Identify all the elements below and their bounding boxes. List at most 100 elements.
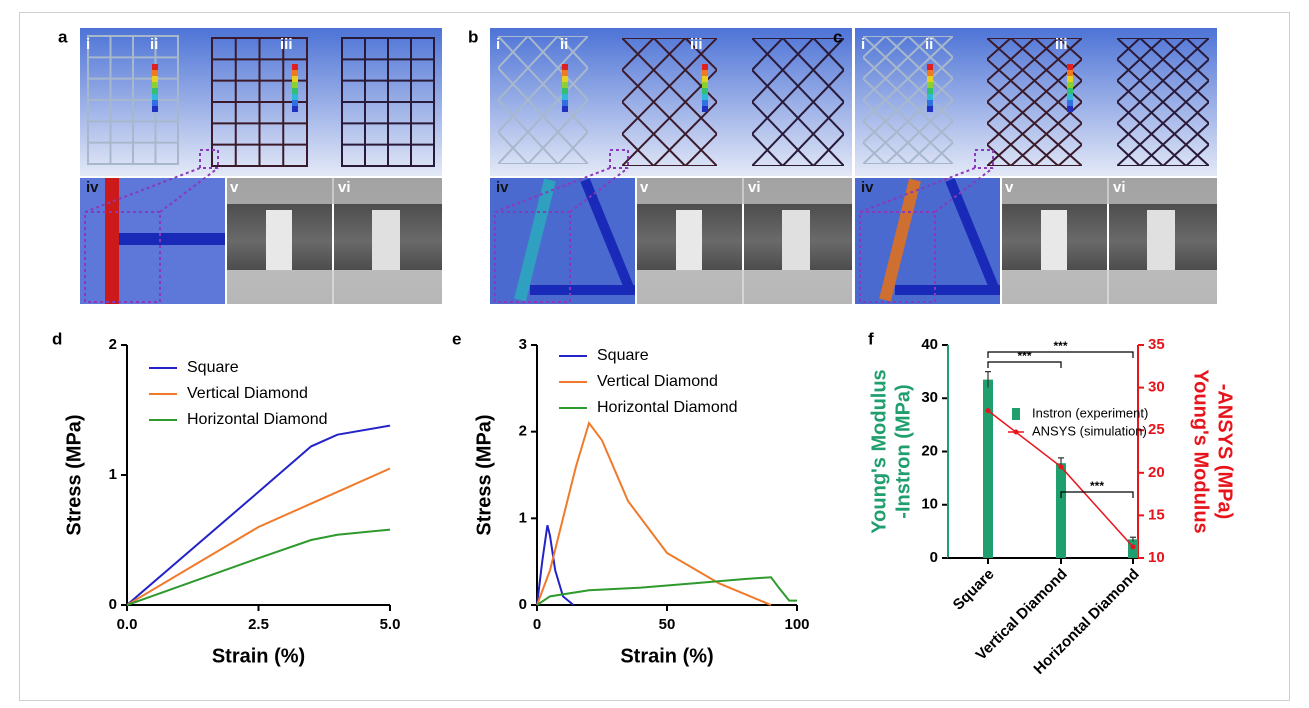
color-scale	[1067, 76, 1073, 82]
panel-label: c	[833, 27, 842, 46]
bar	[1056, 463, 1066, 558]
y-tick-label: 35	[1148, 336, 1165, 353]
grip	[637, 270, 852, 304]
grip	[1002, 270, 1217, 304]
sub-label: iv	[86, 179, 99, 196]
lattice-bar	[1301, 38, 1309, 166]
specimen	[1147, 210, 1175, 270]
y-tick-label: 2	[519, 423, 527, 440]
color-scale	[562, 94, 568, 100]
y-tick-label: 0	[930, 549, 938, 566]
x-tick-label: 0	[533, 616, 541, 633]
sub-label: iv	[861, 179, 874, 196]
x-tick-label: 2.5	[248, 616, 269, 633]
significance-label: ***	[1090, 479, 1104, 493]
sub-label: i	[496, 36, 500, 53]
point	[986, 408, 991, 413]
line-series	[537, 577, 797, 605]
x-axis-label: Strain (%)	[620, 645, 713, 667]
grip	[1002, 178, 1217, 204]
panel-label: f	[868, 329, 874, 348]
y-axis-label: -Instron (MPa)	[892, 384, 914, 518]
sub-label: ii	[925, 36, 933, 53]
x-tick-label: 5.0	[380, 616, 401, 633]
color-scale	[152, 64, 158, 70]
y-tick-label: 0	[519, 596, 527, 613]
y-tick-label: 0	[109, 596, 117, 613]
color-scale	[927, 106, 933, 112]
color-scale	[927, 76, 933, 82]
y-tick-label: 25	[1148, 421, 1165, 438]
specimen	[372, 210, 400, 270]
y-tick-label: 20	[1148, 464, 1165, 481]
color-scale	[562, 106, 568, 112]
line-series	[127, 426, 390, 605]
specimen	[676, 210, 702, 270]
legend-label: ANSYS (simulation)	[1032, 423, 1147, 438]
color-scale	[562, 100, 568, 106]
panel-label: b	[468, 27, 478, 46]
y2-axis-label: Young's Modulus	[1190, 369, 1212, 533]
lattice-bar	[1278, 38, 1309, 166]
color-scale	[702, 94, 708, 100]
legend-label: Horizontal Diamond	[187, 411, 328, 428]
x-tick-label: Square	[950, 566, 998, 614]
legend-label: Vertical Diamond	[597, 373, 718, 390]
sub-label: iii	[1055, 36, 1068, 53]
grip	[227, 270, 442, 304]
beam	[119, 233, 225, 245]
legend-label: Vertical Diamond	[187, 385, 308, 402]
color-scale	[152, 76, 158, 82]
sub-label: iii	[690, 36, 703, 53]
legend-label: Square	[187, 359, 239, 376]
lattice-bar	[1225, 38, 1309, 166]
grip	[227, 178, 442, 204]
point	[1059, 464, 1064, 469]
color-scale	[702, 70, 708, 76]
y2-axis-label: -ANSYS (MPa)	[1214, 384, 1236, 520]
sub-label: v	[640, 179, 649, 196]
color-scale	[562, 64, 568, 70]
color-scale	[1067, 88, 1073, 94]
color-scale	[702, 76, 708, 82]
sub-label: iv	[496, 179, 509, 196]
color-scale	[1067, 94, 1073, 100]
sub-label: i	[861, 36, 865, 53]
panel-label: e	[452, 329, 461, 348]
lattice-bar	[1255, 38, 1309, 166]
sub-label: ii	[150, 36, 158, 53]
color-scale	[927, 100, 933, 106]
color-scale	[1067, 100, 1073, 106]
color-scale	[152, 106, 158, 112]
lattice-bar	[1232, 38, 1309, 166]
specimen	[266, 210, 292, 270]
y-tick-label: 1	[519, 509, 527, 526]
lattice-bar	[1301, 38, 1309, 166]
y-tick-label: 20	[921, 442, 938, 459]
lattice-bar	[1225, 38, 1309, 166]
x-tick-label: 100	[784, 616, 809, 633]
color-scale	[1067, 106, 1073, 112]
sub-label: vi	[338, 179, 351, 196]
y-tick-label: 30	[1148, 379, 1165, 396]
specimen	[1041, 210, 1067, 270]
grip	[637, 178, 852, 204]
color-scale	[1067, 82, 1073, 88]
legend-label: Square	[597, 347, 649, 364]
color-scale	[562, 76, 568, 82]
panel-label: a	[58, 27, 68, 46]
y-tick-label: 30	[921, 389, 938, 406]
y-axis-label: Stress (MPa)	[473, 414, 495, 535]
color-scale	[702, 82, 708, 88]
specimen	[782, 210, 810, 270]
lattice-bar	[1232, 38, 1309, 166]
line-series	[537, 423, 771, 605]
line-series	[127, 469, 390, 606]
sub-label: v	[230, 179, 239, 196]
color-scale	[1067, 64, 1073, 70]
bar	[983, 380, 993, 558]
color-scale	[702, 64, 708, 70]
color-scale	[927, 94, 933, 100]
lattice-bar	[1209, 38, 1309, 166]
lattice-bar	[1278, 38, 1309, 166]
